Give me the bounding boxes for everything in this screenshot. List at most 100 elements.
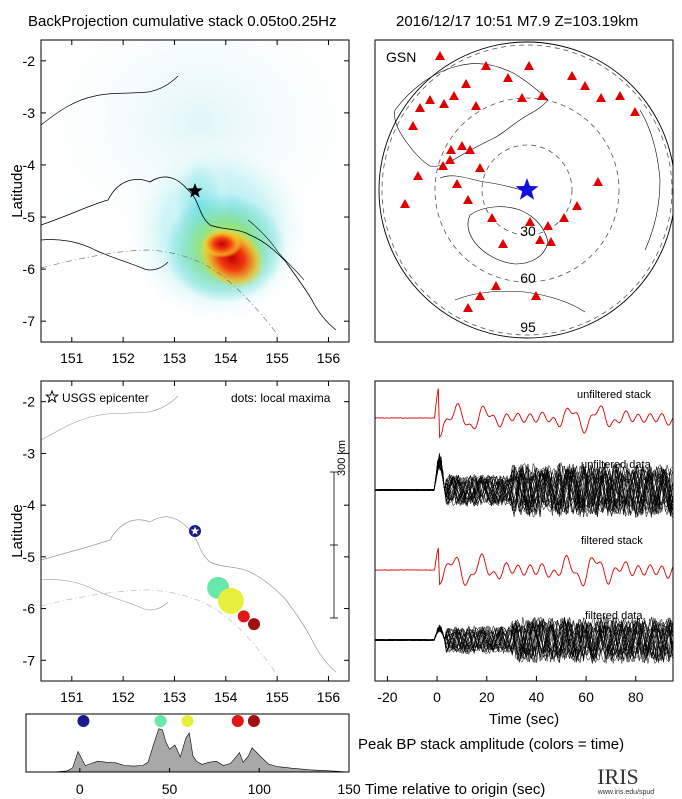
ring-label-95: 95 xyxy=(520,319,536,335)
station-triangle xyxy=(567,71,577,80)
local-maxima-map-panel: 151 152 153 154 155 156-2-3-4-5-6-7 Latitude … xyxy=(9,380,350,705)
y-tick-label: -3 xyxy=(23,445,36,461)
epicenter-star xyxy=(187,183,203,198)
station-triangle xyxy=(537,91,547,100)
station-triangle xyxy=(525,217,535,226)
continent-antarctica xyxy=(454,290,586,313)
station-triangle xyxy=(630,107,640,116)
station-triangle xyxy=(461,79,471,88)
station-triangle xyxy=(445,155,455,164)
iris-logo-text: IRIS xyxy=(597,764,639,789)
station-triangle xyxy=(438,161,448,170)
ring-label-60: 60 xyxy=(520,270,536,286)
time-dot xyxy=(181,715,194,727)
distance-ring-60 xyxy=(434,97,620,283)
station-markers xyxy=(400,51,640,312)
x-tick-label: 151 xyxy=(60,350,84,366)
backprojection-map-panel: 151 152 153 154 155 156 -2 -3 -4 -5 -6 -7 Latitude xyxy=(9,39,350,366)
map-ylabel-2: Latitude xyxy=(9,504,26,557)
station-triangle xyxy=(503,73,513,82)
station-triangle xyxy=(546,237,556,246)
heatmap-layer xyxy=(41,40,349,336)
x-tick-label: 154 xyxy=(214,350,238,366)
local-maxima-map-frame xyxy=(40,380,350,682)
x-tick-label: 100 xyxy=(248,781,272,797)
local-maximum-dot xyxy=(248,618,261,631)
station-triangle xyxy=(415,103,425,112)
amplitude-title: Peak BP stack amplitude (colors = time) xyxy=(358,736,624,753)
station-triangle xyxy=(531,291,541,300)
local-maxima-dots xyxy=(189,525,261,631)
station-triangle xyxy=(543,221,553,230)
station-triangle xyxy=(452,179,462,188)
label-unfiltered-data: unfiltered data xyxy=(581,459,652,471)
y-tick-label: -5 xyxy=(23,209,36,225)
continent-americas xyxy=(639,109,661,251)
x-tick-label: 0 xyxy=(433,689,441,705)
station-triangle xyxy=(615,91,625,100)
y-tick-label: -7 xyxy=(23,652,36,668)
continent-australia xyxy=(467,206,549,265)
station-triangle xyxy=(572,201,582,210)
label-filtered-stack: filtered stack xyxy=(581,535,643,547)
coastline-new-ireland xyxy=(41,75,179,126)
coastline-grey-3 xyxy=(41,395,179,441)
legend-local-maxima: dots: local maxima xyxy=(231,391,331,405)
station-triangle xyxy=(471,101,481,110)
backprojection-map-frame xyxy=(40,39,350,343)
x-tick-label: 151 xyxy=(60,689,84,705)
scale-bar xyxy=(330,471,338,619)
x-tick-label: 155 xyxy=(265,689,289,705)
iris-logo-url: www.iris.edu/spud xyxy=(597,789,655,796)
x-tick-label: 152 xyxy=(111,350,135,366)
amplitude-area xyxy=(26,728,350,773)
y-tick-label: -2 xyxy=(23,53,36,69)
x-tick-label: 150 xyxy=(337,781,361,797)
station-triangle xyxy=(457,141,467,150)
waveform-frame xyxy=(374,380,674,682)
amplitude-xlabel: Time relative to origin (sec) xyxy=(365,781,545,798)
station-triangle xyxy=(449,91,459,100)
time-dot xyxy=(154,715,167,727)
x-tick-label: 40 xyxy=(529,689,545,705)
x-tick-label: 60 xyxy=(578,689,594,705)
y-tick-label: -3 xyxy=(23,105,36,121)
gsn-station-map-panel: 30 60 95 GSN xyxy=(374,39,674,343)
amplitude-time-dots xyxy=(77,715,260,727)
station-triangle xyxy=(481,61,491,70)
coastline-bougainville xyxy=(247,219,305,281)
waveform-panel: -20 0 20 40 60 80 unfiltered stack unfiltered… xyxy=(374,380,674,728)
coastline-new-guinea xyxy=(41,176,337,331)
x-tick-label: 153 xyxy=(163,350,187,366)
local-maximum-dot xyxy=(217,587,244,614)
x-tick-label: -20 xyxy=(377,689,397,705)
y-tick-label: -7 xyxy=(23,313,36,329)
coastline-new-britain xyxy=(41,239,169,271)
station-triangle xyxy=(580,81,590,90)
coastline-grey-2 xyxy=(41,579,169,611)
station-triangle xyxy=(408,121,418,130)
y-tick-label: -2 xyxy=(23,394,36,410)
amplitude-panel: 0 50 100 150 Peak BP stack amplitude (color… xyxy=(25,713,624,798)
x-tick-label: 152 xyxy=(111,689,135,705)
station-triangle xyxy=(475,291,485,300)
data-trace xyxy=(375,458,673,517)
time-dot xyxy=(247,715,260,727)
scale-bar-label: 300 km xyxy=(336,440,348,476)
distance-ring-95 xyxy=(381,44,673,336)
station-triangle xyxy=(400,199,410,208)
data-trace xyxy=(375,617,673,661)
x-tick-label: 156 xyxy=(317,350,341,366)
map-ylabel: Latitude xyxy=(9,164,26,217)
globe-outline xyxy=(378,41,673,339)
backprojection-map-axes: 151 152 153 154 155 156 -2 -3 -4 -5 -6 -7 xyxy=(23,40,349,366)
epicenter-star-blue xyxy=(515,178,539,200)
figure-title: BackProjection cumulative stack 0.05to0.… xyxy=(28,13,337,30)
data-trace xyxy=(375,618,673,664)
epicenter-star-white xyxy=(190,526,200,535)
stack-trace xyxy=(375,547,673,587)
station-triangle xyxy=(435,51,445,60)
stack-peak-zone-2 xyxy=(202,230,242,258)
x-tick-label: 80 xyxy=(628,689,644,705)
